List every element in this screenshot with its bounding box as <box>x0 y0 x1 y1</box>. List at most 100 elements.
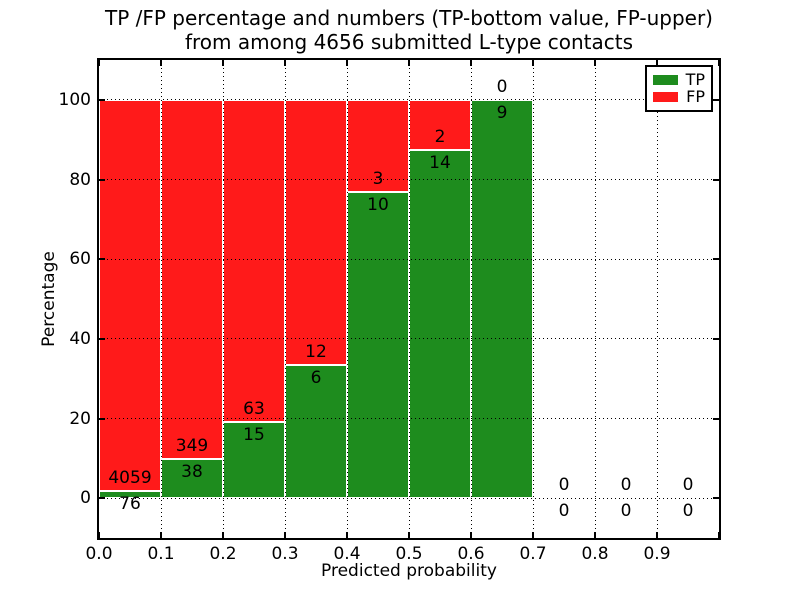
x-tick-label: 0.0 <box>85 544 113 564</box>
fp-bar-segment <box>223 99 285 422</box>
bar-count-labels-layer: 4059 76 349 38 63 15 12 6 3 10 2 14 0 9 0 0 0 0 0 0 <box>99 60 719 538</box>
x-axis-tick-bottom <box>718 532 720 538</box>
tp-count-label: 9 <box>496 102 508 123</box>
x-tick-label: 0.8 <box>581 544 609 564</box>
x-tick-label: 0.9 <box>643 544 671 564</box>
tp-bar-segment <box>409 149 471 499</box>
tp-legend-label: TP <box>685 70 705 89</box>
chart-title-line2: from among 4656 submitted L-type contact… <box>184 30 634 54</box>
x-axis-tick-top <box>346 60 348 66</box>
vertical-gridline <box>346 60 348 538</box>
x-axis-tick-bottom <box>98 532 100 538</box>
legend-item-tp: TP <box>653 72 705 88</box>
tp-count-label: 0 <box>620 501 632 522</box>
tp-bar-segment <box>471 99 533 499</box>
x-axis-tick-top <box>656 60 658 66</box>
tp-count-label: 0 <box>682 501 694 522</box>
x-tick-label: 0.2 <box>209 544 237 564</box>
fp-legend-swatch-icon <box>653 92 678 102</box>
vertical-gridline <box>160 60 162 538</box>
y-tick-label: 100 <box>58 89 91 110</box>
fp-legend-label: FP <box>686 87 705 106</box>
x-axis-tick-top <box>284 60 286 66</box>
x-axis-tick-top <box>408 60 410 66</box>
y-axis-tick-right <box>713 337 719 340</box>
x-axis-tick-bottom <box>408 532 410 538</box>
tp-count-label: 38 <box>181 462 203 483</box>
tp-count-label: 0 <box>558 501 570 522</box>
fp-count-label: 0 <box>682 475 694 496</box>
x-axis-tick-bottom <box>532 532 534 538</box>
fp-count-label: 12 <box>305 342 327 363</box>
x-axis-tick-top <box>160 60 162 66</box>
tp-legend-swatch-icon <box>653 75 678 85</box>
x-axis-tick-top <box>532 60 534 66</box>
y-tick-label: 0 <box>80 488 91 509</box>
x-axis-tick-top <box>98 60 100 66</box>
ticks-layer: 0.0 0.1 0.2 0.3 0.4 0.5 0.6 0.7 0.8 0.9 0 20 40 60 80 1… <box>59 60 720 564</box>
tp-bar-segment <box>285 365 347 499</box>
vertical-gridline <box>408 60 410 538</box>
y-axis-tick-left <box>99 98 105 101</box>
x-tick-label: 0.3 <box>271 544 299 564</box>
fp-count-label: 63 <box>243 398 265 419</box>
x-tick-label: 0.6 <box>457 544 485 564</box>
tp-bar-segment <box>161 459 223 499</box>
x-axis-tick-top <box>718 60 720 66</box>
x-axis-tick-bottom <box>346 532 348 538</box>
fp-count-label: 3 <box>372 168 384 189</box>
y-axis-tick-right <box>713 497 719 500</box>
vertical-gridline <box>656 60 658 538</box>
y-tick-label: 40 <box>69 328 91 349</box>
x-axis-tick-top <box>594 60 596 66</box>
tp-count-label: 14 <box>429 152 451 173</box>
y-tick-label: 20 <box>69 408 91 429</box>
x-axis-tick-bottom <box>470 532 472 538</box>
tp-count-label: 6 <box>310 368 322 389</box>
x-axis-tick-bottom <box>160 532 162 538</box>
y-tick-label: 80 <box>69 169 91 190</box>
y-axis-tick-left <box>99 258 105 261</box>
legend: TP FP <box>645 65 713 112</box>
x-axis-tick-bottom <box>656 532 658 538</box>
fp-bar-segment <box>347 99 409 192</box>
chart-title: TP /FP percentage and numbers (TP-bottom… <box>97 6 721 54</box>
x-axis-label: Predicted probability <box>321 561 497 581</box>
fp-count-label: 2 <box>434 126 446 147</box>
plot-area: 0.0 0.1 0.2 0.3 0.4 0.5 0.6 0.7 0.8 0.9 0 20 40 60 80 1… <box>59 58 721 564</box>
chart-title-line1: TP /FP percentage and numbers (TP-bottom… <box>105 6 713 30</box>
legend-item-fp: FP <box>653 89 705 105</box>
x-axis-tick-top <box>470 60 472 66</box>
y-tick-label: 60 <box>69 249 91 270</box>
fp-count-label: 0 <box>496 76 508 97</box>
x-axis-tick-bottom <box>594 532 596 538</box>
x-tick-label: 0.5 <box>395 544 423 564</box>
tp-bar-segment <box>347 191 409 499</box>
y-axis-tick-left <box>99 497 105 500</box>
vertical-gridline <box>222 60 224 538</box>
fp-count-label: 4059 <box>108 467 152 488</box>
y-axis-tick-left <box>99 417 105 420</box>
fp-count-label: 349 <box>175 436 209 457</box>
x-axis-tick-top <box>222 60 224 66</box>
y-axis-tick-left <box>99 337 105 340</box>
x-tick-label: 0.7 <box>519 544 547 564</box>
vertical-gridline <box>284 60 286 538</box>
tp-count-label: 15 <box>243 424 265 445</box>
vertical-gridline <box>594 60 596 538</box>
fp-bar-segment <box>409 99 471 150</box>
grid-layer <box>99 60 719 538</box>
vertical-gridline <box>532 60 534 538</box>
tp-count-label: 10 <box>367 194 389 215</box>
y-axis-tick-right <box>713 178 719 181</box>
x-tick-label: 0.1 <box>147 544 175 564</box>
fp-bar-segment <box>285 99 347 366</box>
bars-layer <box>99 60 719 538</box>
y-axis-tick-right <box>713 98 719 101</box>
vertical-gridline <box>470 60 472 538</box>
y-axis-tick-left <box>99 178 105 181</box>
fp-count-label: 0 <box>558 475 570 496</box>
tp-count-label: 76 <box>119 493 141 514</box>
fp-count-label: 0 <box>620 475 632 496</box>
